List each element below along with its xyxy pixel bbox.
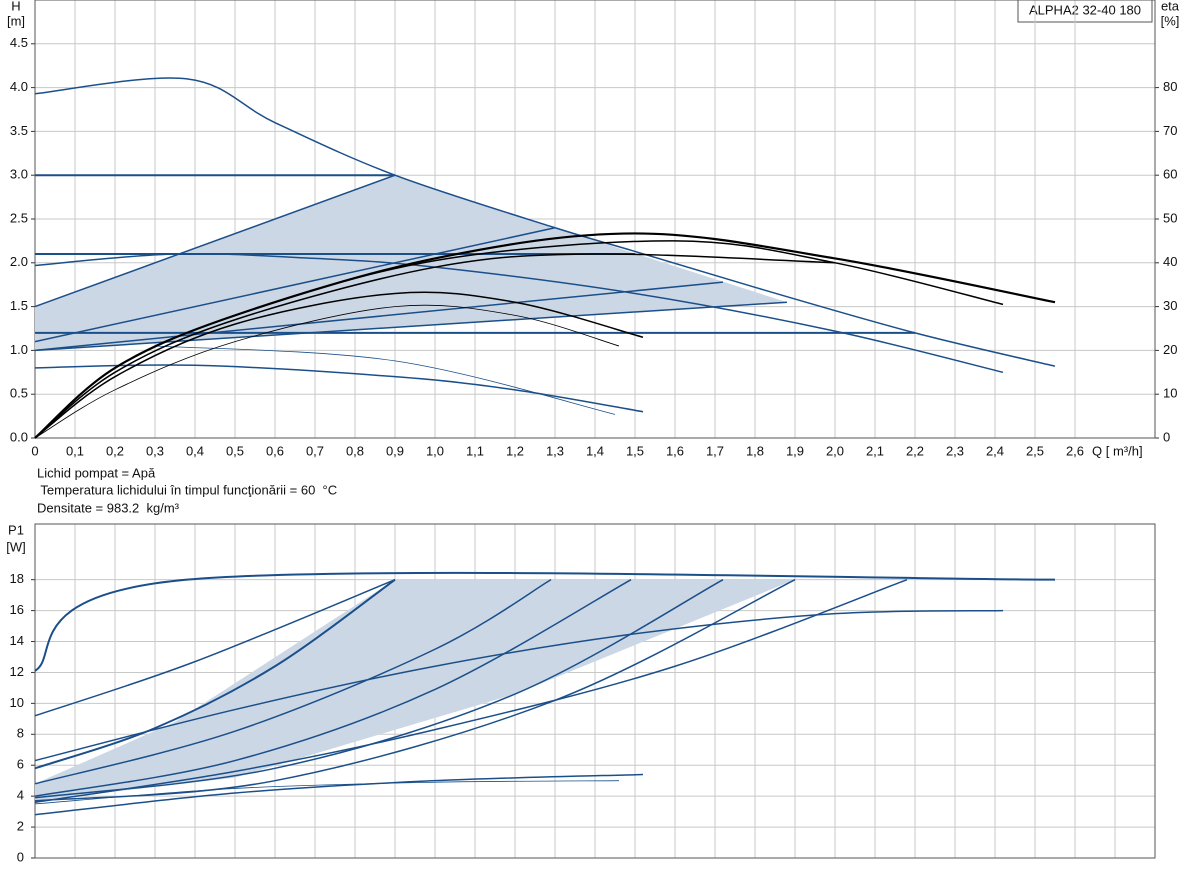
x-tick-label: 1,4 [586, 443, 604, 458]
curve [34, 578, 396, 717]
y-axis-label: P1 [8, 522, 24, 537]
x-tick-label: 2,6 [1066, 443, 1084, 458]
curve [34, 227, 556, 343]
x-tick-label: 2,4 [986, 443, 1004, 458]
curve [34, 578, 796, 802]
x-tick-label: 1,3 [546, 443, 564, 458]
curve [34, 609, 1004, 762]
curve [34, 253, 1004, 374]
x-tick-label: 0,2 [106, 443, 124, 458]
curve [34, 364, 644, 413]
x-tick-label: 0,3 [146, 443, 164, 458]
note: Temperatura lichidului în timpul funcţio… [37, 482, 337, 497]
y2-tick-label: 20 [1163, 342, 1177, 357]
x-tick-label: 2,1 [866, 443, 884, 458]
y-tick-label: 0.0 [10, 429, 28, 444]
x-tick-label: 2,5 [1026, 443, 1044, 458]
y-tick-label: 6 [17, 757, 24, 772]
x-tick-label: 1,5 [626, 443, 644, 458]
curve [34, 174, 396, 308]
y2-axis-unit: [%] [1161, 13, 1180, 28]
curve [34, 579, 724, 799]
y-tick-label: 0 [17, 849, 24, 864]
x-tick-label: 1,2 [506, 443, 524, 458]
y-axis-unit: [m] [7, 13, 25, 28]
y2-tick-label: 0 [1163, 429, 1170, 444]
y2-tick-label: 60 [1163, 167, 1177, 182]
x-tick-label: 0,6 [266, 443, 284, 458]
y2-tick-label: 50 [1163, 210, 1177, 225]
curve [34, 579, 552, 785]
x-tick-label: 1,8 [746, 443, 764, 458]
y-tick-label: 2.0 [10, 254, 28, 269]
curve [34, 773, 644, 816]
x-tick-label: 2,3 [946, 443, 964, 458]
curve [154, 345, 616, 415]
efficiency-curve [34, 304, 620, 439]
y-tick-label: 16 [10, 602, 24, 617]
y-tick-label: 10 [10, 695, 24, 710]
x-tick-label: 2,0 [826, 443, 844, 458]
y2-axis-label: eta [1161, 0, 1180, 13]
curve [34, 571, 1056, 672]
y2-tick-label: 70 [1163, 123, 1177, 138]
x-axis-label: Q [ m³/h] [1092, 443, 1143, 458]
operating-area [35, 579, 795, 801]
efficiency-curve [34, 253, 836, 439]
y-tick-label: 1.0 [10, 342, 28, 357]
x-tick-label: 0,5 [226, 443, 244, 458]
y-axis-label: H [11, 0, 20, 13]
x-tick-label: 1,1 [466, 443, 484, 458]
y-tick-label: 18 [10, 571, 24, 586]
x-tick-label: 0,7 [306, 443, 324, 458]
efficiency-curve [34, 291, 644, 439]
curve [34, 579, 632, 797]
note: Densitate = 983.2 kg/m³ [37, 500, 180, 515]
y-tick-label: 8 [17, 726, 24, 741]
plot-frame [34, 523, 1156, 859]
y-tick-label: 4 [17, 788, 24, 803]
y2-tick-label: 10 [1163, 386, 1177, 401]
y-tick-label: 14 [10, 633, 24, 648]
y-tick-label: 12 [10, 664, 24, 679]
curve [34, 578, 396, 770]
y-tick-label: 2 [17, 819, 24, 834]
y-tick-label: 4.5 [10, 35, 28, 50]
x-tick-label: 2,2 [906, 443, 924, 458]
efficiency-curve [34, 240, 1004, 439]
y-tick-label: 3.0 [10, 167, 28, 182]
y2-tick-label: 30 [1163, 298, 1177, 313]
y-tick-label: 4.0 [10, 79, 28, 94]
y-tick-label: 2.5 [10, 210, 28, 225]
x-tick-label: 0,9 [386, 443, 404, 458]
y2-tick-label: 80 [1163, 79, 1177, 94]
x-tick-label: 1,7 [706, 443, 724, 458]
curve [34, 281, 724, 352]
x-tick-label: 0 [31, 443, 38, 458]
note: Lichid pompat = Apă [37, 465, 156, 480]
x-tick-label: 0,4 [186, 443, 204, 458]
y-tick-label: 3.5 [10, 123, 28, 138]
curve [34, 301, 788, 352]
legend-box [1017, 0, 1153, 23]
y-axis-unit: [W] [6, 539, 26, 554]
y-tick-label: 1.5 [10, 298, 28, 313]
curve [34, 780, 620, 805]
chart-title: ALPHA2 32-40 180 [1029, 2, 1141, 17]
x-tick-label: 1,6 [666, 443, 684, 458]
x-tick-label: 1,9 [786, 443, 804, 458]
x-tick-label: 0,1 [66, 443, 84, 458]
x-tick-label: 1,0 [426, 443, 444, 458]
y-tick-label: 0.5 [10, 386, 28, 401]
curve [34, 578, 908, 804]
plot-frame [34, 0, 1156, 439]
x-tick-label: 0,8 [346, 443, 364, 458]
y2-tick-label: 40 [1163, 254, 1177, 269]
